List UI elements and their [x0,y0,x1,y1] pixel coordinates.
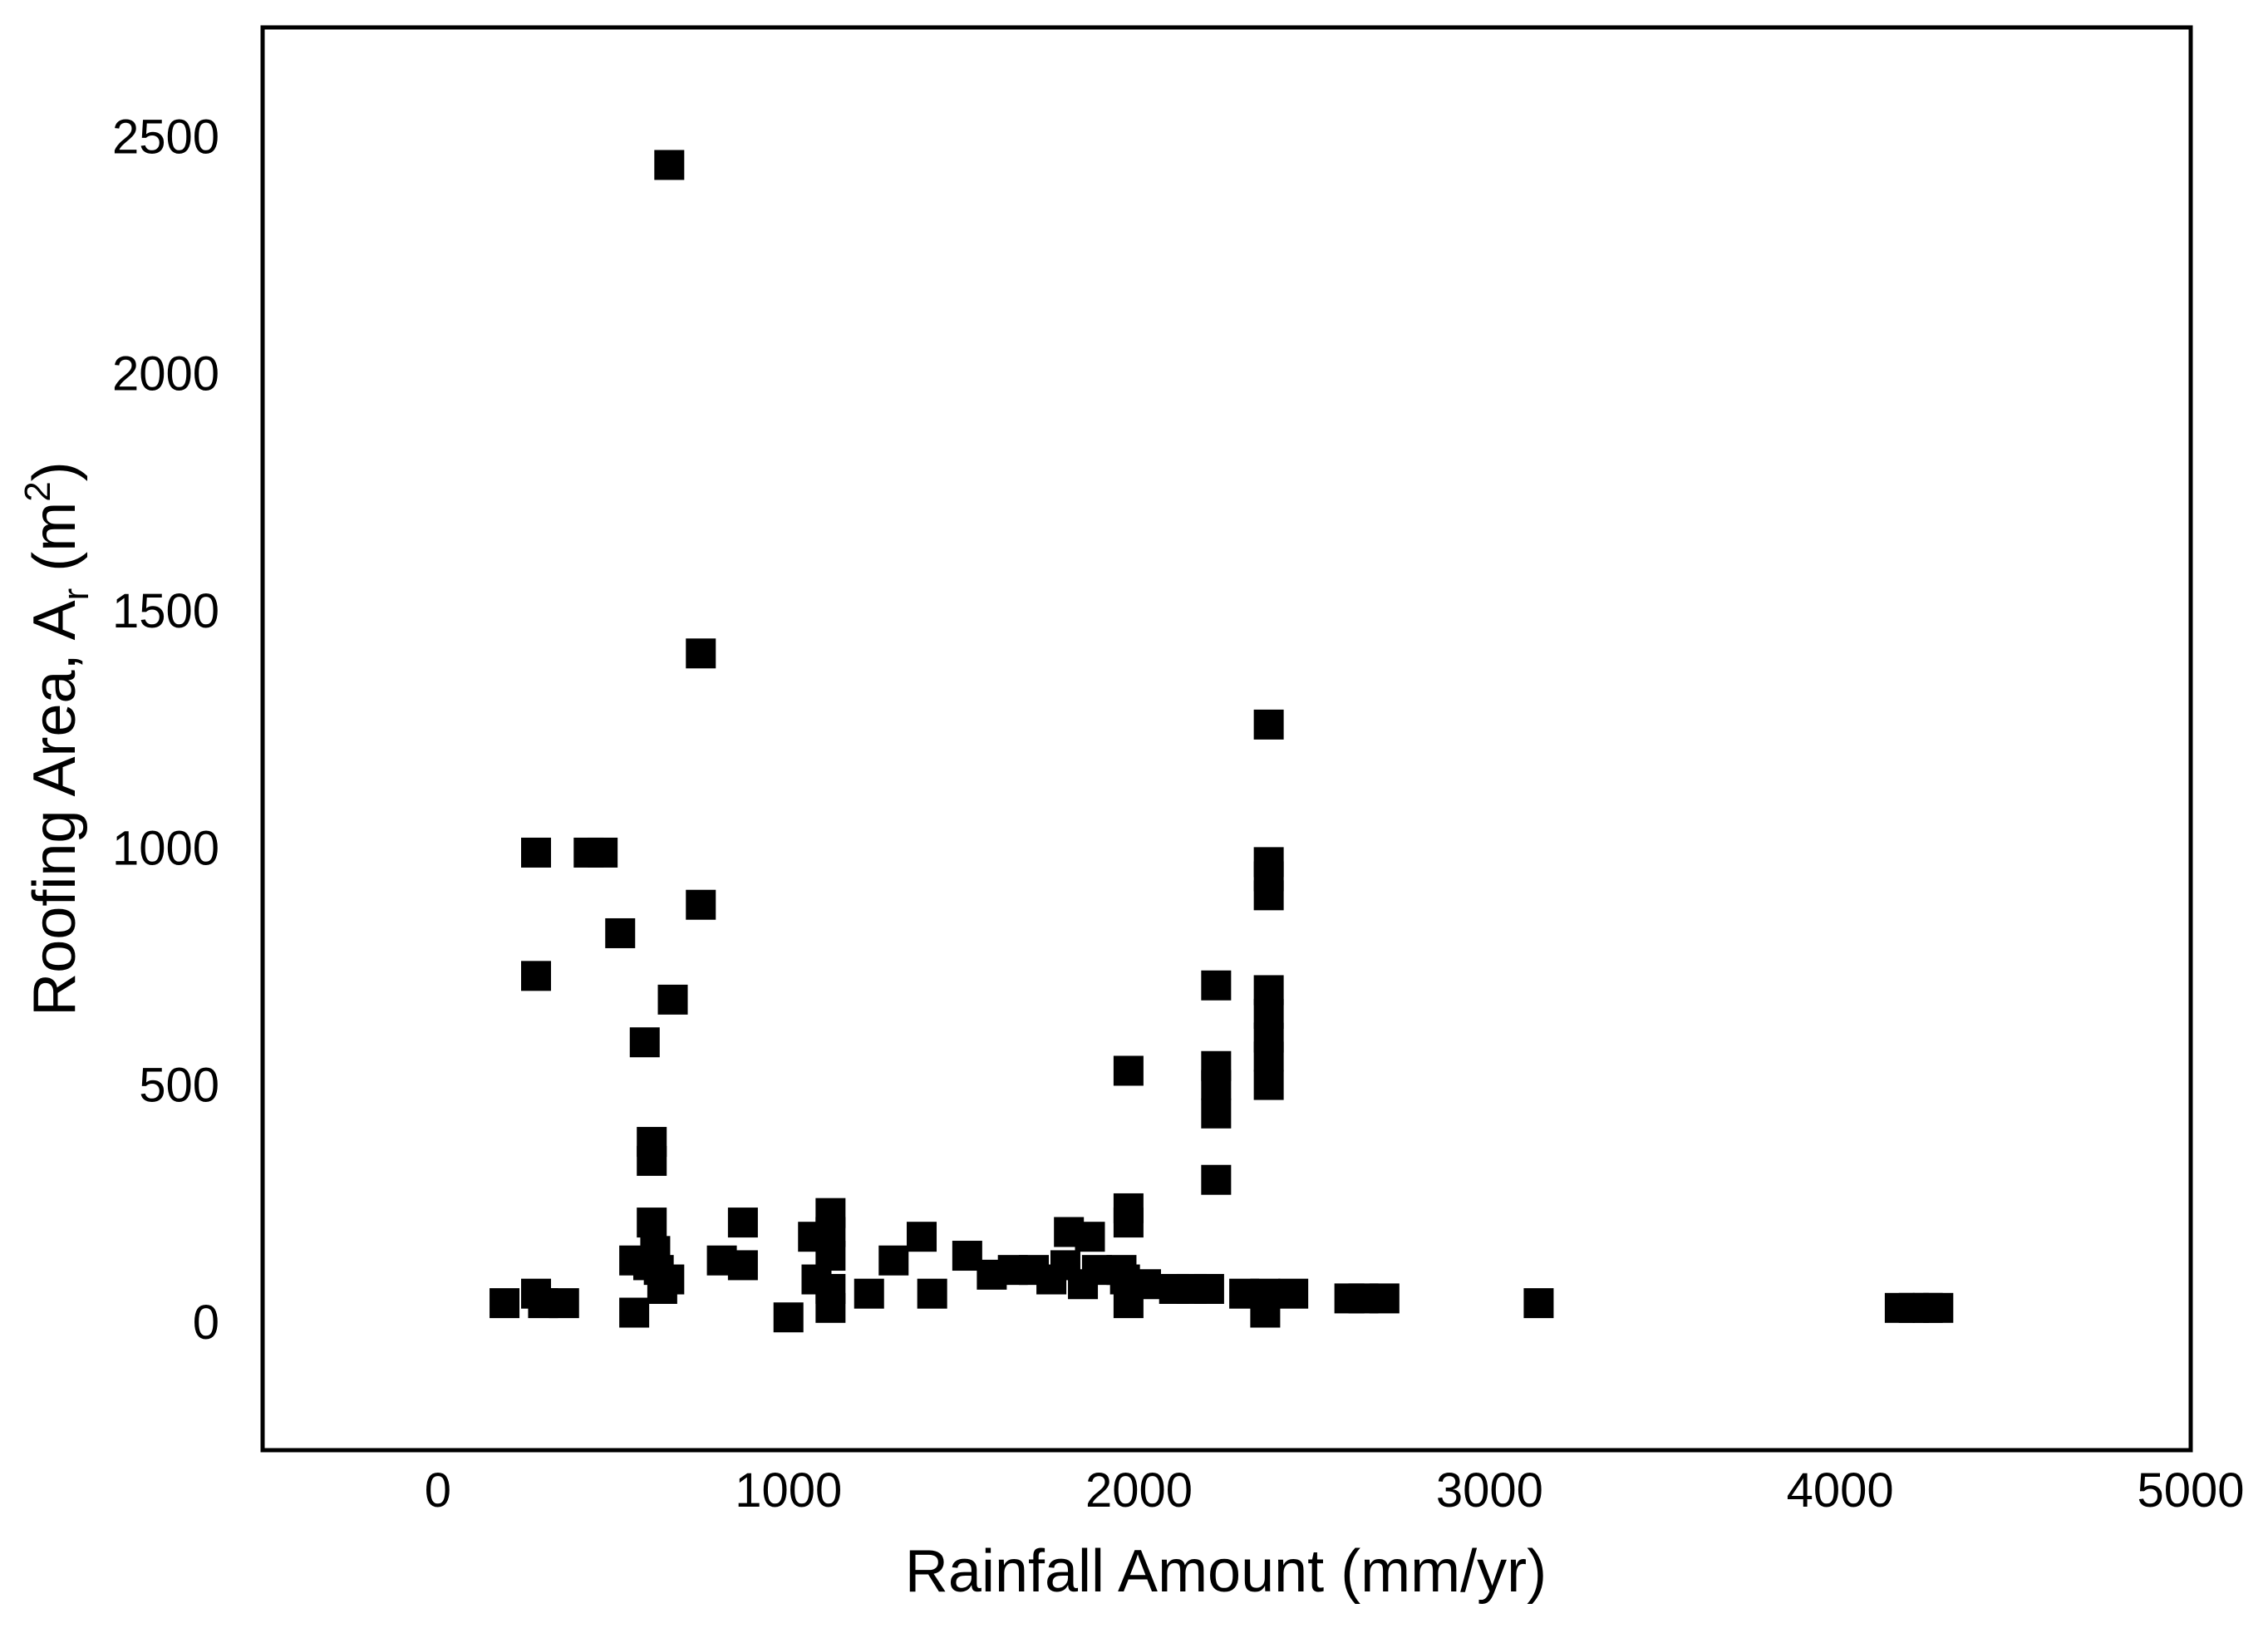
data-point [686,889,716,920]
data-point [490,1288,520,1319]
data-point [1250,1278,1281,1309]
x-tick-label: 1000 [735,1463,842,1517]
data-point [637,1145,667,1176]
data-point [1075,1222,1105,1252]
data-point [637,1208,667,1238]
data-point [619,1297,650,1328]
data-point [773,1302,804,1333]
data-point [854,1278,884,1309]
y-axis-title-unit-open: (m [22,502,88,588]
data-point [549,1288,579,1319]
data-point [917,1278,947,1309]
data-point [657,984,688,1015]
data-point [907,1222,937,1252]
data-point [878,1245,909,1276]
x-tick-labels: 0 1000 2000 3000 4000 5000 [425,1463,2245,1517]
data-point [654,150,685,180]
data-point [1113,1055,1144,1086]
data-point [727,1208,758,1238]
data-point [1253,1041,1284,1072]
x-tick-label: 5000 [2137,1463,2244,1517]
data-point [1201,970,1232,1001]
data-point [588,837,618,868]
data-points [490,150,1954,1333]
x-tick-label: 4000 [1787,1463,1894,1517]
data-point [727,1250,758,1281]
data-point [1201,1164,1232,1195]
y-tick-label: 0 [193,1296,219,1350]
data-point [1369,1283,1400,1314]
y-axis-title-main: Roofing Area, A [22,600,88,1016]
data-point [815,1241,846,1271]
x-tick-label: 0 [425,1463,451,1517]
y-axis-title: Roofing Area, Ar (m2) [17,461,96,1016]
y-tick-label: 2000 [112,347,219,401]
data-point [1523,1288,1554,1319]
y-tick-labels: 0 500 1000 1500 2000 2500 [112,110,219,1350]
x-axis-title: Rainfall Amount (mm/yr) [905,1538,1547,1605]
data-point [1130,1269,1161,1300]
data-point [1253,880,1284,911]
data-point [521,837,552,868]
y-tick-label: 1000 [112,821,219,875]
data-point [815,1292,846,1323]
data-point [521,961,552,991]
data-point [686,638,716,669]
data-point [1923,1292,1954,1323]
y-tick-label: 500 [139,1059,219,1113]
data-point [1253,1070,1284,1100]
data-point [605,917,636,948]
plot-frame [260,25,2193,1453]
y-axis-title-subscript: r [56,588,96,601]
data-point [629,1027,660,1058]
data-point [1193,1273,1224,1304]
y-tick-label: 2500 [112,110,219,164]
data-point [1253,709,1284,740]
data-point [1278,1278,1309,1309]
x-tick-label: 2000 [1085,1463,1193,1517]
data-point [1201,1098,1232,1129]
y-axis-title-superscript: 2 [17,481,58,501]
data-point [1113,1208,1144,1238]
y-tick-label: 1500 [112,584,219,638]
x-tick-label: 3000 [1436,1463,1543,1517]
data-point [654,1264,685,1295]
data-point [1201,1070,1232,1100]
y-axis-title-unit-close: ) [22,461,88,481]
